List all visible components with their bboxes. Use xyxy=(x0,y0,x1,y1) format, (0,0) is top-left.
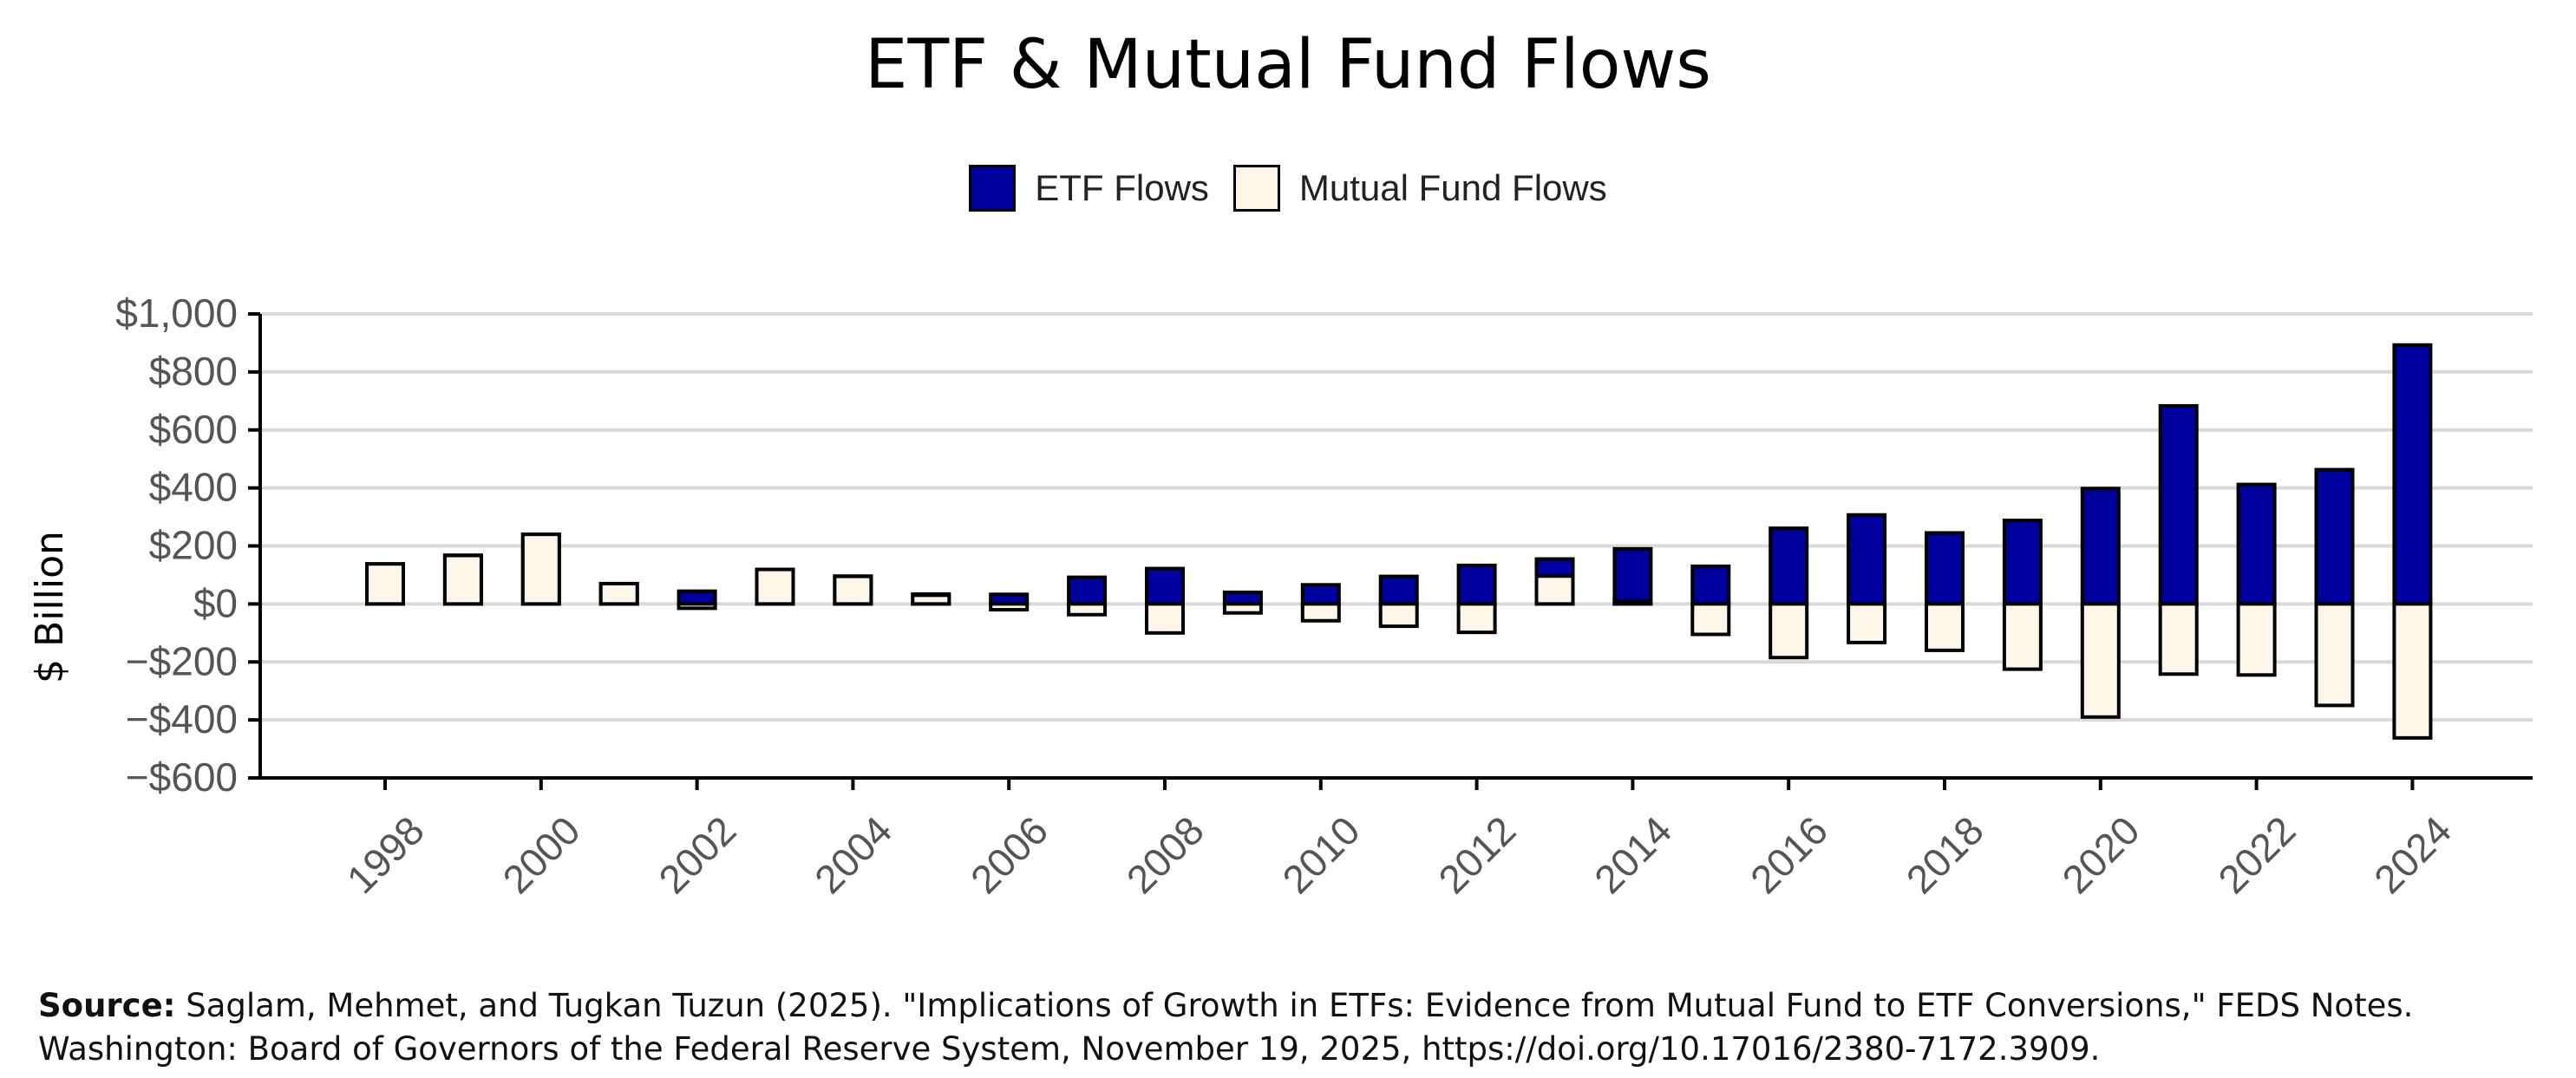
bar-mutual-fund-2002 xyxy=(677,602,717,611)
x-tick-label: 2022 xyxy=(2209,807,2304,902)
legend-swatch-mutual-fund xyxy=(1232,165,1280,212)
legend: ETF Flows Mutual Fund Flows xyxy=(0,165,2576,212)
source-text-1: Saglam, Mehmet, and Tugkan Tuzun (2025).… xyxy=(186,987,2414,1024)
source-line-2: Washington: Board of Governors of the Fe… xyxy=(38,1030,2101,1068)
y-tick-label: $400 xyxy=(149,465,238,510)
bar-mutual-fund-2023 xyxy=(2314,602,2355,708)
bars xyxy=(365,343,2433,740)
y-tick-labels: $1,000 $800 $600 $400 $200 $0 −$200 −$400 −$600 xyxy=(115,291,238,800)
bar-etf-2016 xyxy=(1769,526,1809,606)
bar-etf-2009 xyxy=(1222,591,1263,606)
x-tick-labels: 1998 2000 2002 2004 2006 2008 2010 2012 2014 2016… xyxy=(338,807,2461,902)
y-tick-label: −$600 xyxy=(126,755,238,800)
bar-etf-2007 xyxy=(1067,575,1108,606)
x-tick-label: 2006 xyxy=(962,807,1056,902)
bar-mutual-fund-2012 xyxy=(1456,602,1497,635)
bar-etf-2017 xyxy=(1847,513,1887,606)
bar-mutual-fund-2014 xyxy=(1612,599,1653,606)
bar-mutual-fund-2009 xyxy=(1222,602,1263,615)
x-tick-label: 2002 xyxy=(650,807,744,902)
x-tick-label: 2012 xyxy=(1429,807,1524,902)
bar-mutual-fund-2022 xyxy=(2236,602,2277,677)
legend-item-etf: ETF Flows xyxy=(969,165,1209,212)
x-tick-label: 2024 xyxy=(2365,807,2460,902)
y-tick-label: $1,000 xyxy=(115,291,238,336)
bar-mutual-fund-2024 xyxy=(2392,602,2433,740)
bar-etf-2021 xyxy=(2158,403,2199,606)
y-tick-label: $200 xyxy=(149,523,238,568)
bar-etf-2002 xyxy=(677,589,717,606)
bar-mutual-fund-1998 xyxy=(365,562,405,606)
source-note: Source: Saglam, Mehmet, and Tugkan Tuzun… xyxy=(38,984,2553,1071)
bar-etf-2012 xyxy=(1456,563,1497,606)
x-tick-label: 2010 xyxy=(1273,807,1368,902)
y-tick-label: $800 xyxy=(149,349,238,394)
bar-mutual-fund-2008 xyxy=(1145,602,1185,635)
y-tick-label: −$200 xyxy=(126,638,238,683)
bar-etf-2020 xyxy=(2080,487,2121,606)
bar-etf-2014 xyxy=(1612,546,1653,606)
x-tick-label: 2018 xyxy=(1898,807,1992,902)
x-tick-label: 2014 xyxy=(1585,807,1680,902)
x-tick-label: 2004 xyxy=(806,807,900,902)
bar-mutual-fund-2007 xyxy=(1067,602,1108,617)
x-tick-label: 2016 xyxy=(1742,807,1836,902)
x-tick-label: 2000 xyxy=(494,807,588,902)
source-label: Source: xyxy=(38,987,176,1024)
bar-etf-2023 xyxy=(2314,467,2355,606)
bar-etf-2008 xyxy=(1145,566,1185,606)
bar-mutual-fund-2015 xyxy=(1690,602,1731,637)
bar-mutual-fund-2010 xyxy=(1300,602,1341,623)
bar-etf-2011 xyxy=(1378,574,1419,606)
y-axis-label: $ Billion xyxy=(28,531,72,683)
bar-mutual-fund-2016 xyxy=(1769,602,1809,660)
legend-label-mutual-fund: Mutual Fund Flows xyxy=(1298,167,1607,208)
legend-label-etf: ETF Flows xyxy=(1035,167,1209,208)
legend-item-mutual-fund: Mutual Fund Flows xyxy=(1232,165,1607,212)
bar-mutual-fund-2013 xyxy=(1534,574,1575,606)
bar-etf-2022 xyxy=(2236,482,2277,606)
bar-etf-2010 xyxy=(1300,583,1341,606)
bar-mutual-fund-2020 xyxy=(2080,602,2121,719)
axes xyxy=(248,312,2533,790)
y-tick-label: $600 xyxy=(149,407,238,452)
bar-mutual-fund-2011 xyxy=(1378,602,1419,629)
bar-mutual-fund-2001 xyxy=(598,581,639,606)
x-tick-label: 2020 xyxy=(2053,807,2148,902)
source-line-1: Source: Saglam, Mehmet, and Tugkan Tuzun… xyxy=(38,984,2553,1028)
bar-mutual-fund-2005 xyxy=(911,593,951,606)
bar-mutual-fund-2006 xyxy=(989,602,1030,612)
bar-etf-2024 xyxy=(2392,343,2433,606)
bar-mutual-fund-2021 xyxy=(2158,602,2199,676)
y-tick-label: −$400 xyxy=(126,696,238,742)
bar-etf-2019 xyxy=(2002,519,2043,606)
legend-swatch-etf xyxy=(969,165,1017,212)
x-tick-label: 1998 xyxy=(338,807,433,902)
bar-mutual-fund-2004 xyxy=(833,574,873,606)
bar-etf-2018 xyxy=(1925,531,1965,606)
chart-title: ETF & Mutual Fund Flows xyxy=(865,26,1711,104)
x-tick-label: 2008 xyxy=(1118,807,1213,902)
bar-mutual-fund-1999 xyxy=(442,553,483,606)
bar-mutual-fund-2003 xyxy=(755,567,795,606)
y-tick-label: $0 xyxy=(193,580,238,625)
bar-mutual-fund-2018 xyxy=(1925,602,1965,652)
bar-mutual-fund-2017 xyxy=(1847,602,1887,644)
bar-mutual-fund-2019 xyxy=(2002,602,2043,671)
bar-mutual-fund-2000 xyxy=(520,532,561,606)
bar-etf-2015 xyxy=(1690,564,1731,606)
